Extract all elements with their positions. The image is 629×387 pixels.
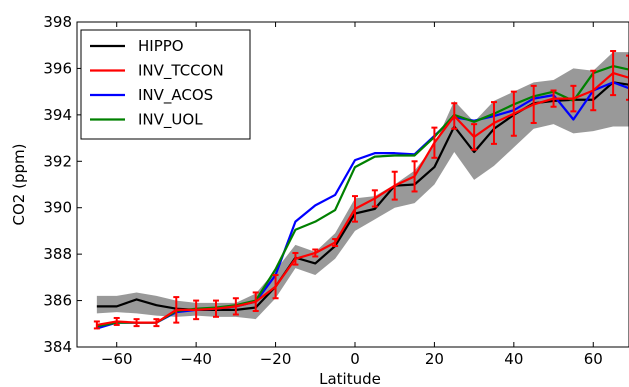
errorbar [391,170,398,201]
hippo-uncertainty-band-group [96,52,629,320]
errorbar [490,101,497,145]
legend-label: INV_ACOS [138,86,213,105]
errorbar [113,316,120,326]
errorbar [312,248,319,258]
errorbar [272,274,279,300]
errorbar [530,84,537,124]
errorbar [626,54,629,101]
y-tick-label: 392 [43,152,72,170]
errorbar [212,299,219,318]
errorbar [252,291,259,313]
legend-label: HIPPO [138,37,184,55]
y-tick-label: 388 [43,245,72,263]
legend-label: INV_TCCON [138,62,224,81]
y-axis-label: CO2 (ppm) [10,144,28,226]
errorbar [510,90,517,137]
errorbar [193,299,200,321]
series-lines-group [96,65,629,330]
errorbar [590,69,597,112]
errorbar [431,126,438,159]
y-tick-label: 390 [43,199,72,217]
errorbar [570,84,577,113]
x-tick-label: −60 [101,350,133,368]
hippo-uncertainty-band [96,52,629,320]
series-line-inv_acos [96,81,629,330]
errorbar [610,50,617,97]
y-tick-label: 384 [43,338,72,356]
ticks-group: −60 −40 −20 0 20 40 60 384 386 388 390 392 394 396 398 [43,13,602,368]
legend-label: INV_UOL [138,111,203,130]
series-line-inv_tccon [96,71,629,327]
y-tick-label: 386 [43,292,72,310]
legend: HIPPO INV_TCCON INV_ACOS INV_UOL [80,29,251,140]
errorbar [550,89,557,108]
x-tick-label: −40 [180,350,212,368]
errorbar [232,297,239,316]
x-axis-label: Latitude [319,370,381,387]
x-tick-label: −20 [260,350,292,368]
legend-box [80,29,251,140]
errorbar [332,238,339,248]
x-tick-label: 0 [350,350,360,368]
errorbar [471,123,478,151]
errorbars-group [93,50,629,330]
errorbar [173,296,180,324]
errorbar [351,195,358,223]
errorbar [153,318,160,328]
x-tick-label: 60 [584,350,603,368]
x-tick-label: 20 [425,350,444,368]
errorbar [371,189,378,208]
y-tick-label: 396 [43,59,72,77]
errorbar [411,160,418,193]
plot-frame [76,21,629,348]
errorbar [292,251,299,266]
y-tick-label: 394 [43,106,72,124]
y-tick-label: 398 [43,13,72,31]
x-tick-label: 40 [504,350,523,368]
errorbar [451,102,458,130]
errorbar [133,318,140,328]
errorbar [93,320,100,330]
